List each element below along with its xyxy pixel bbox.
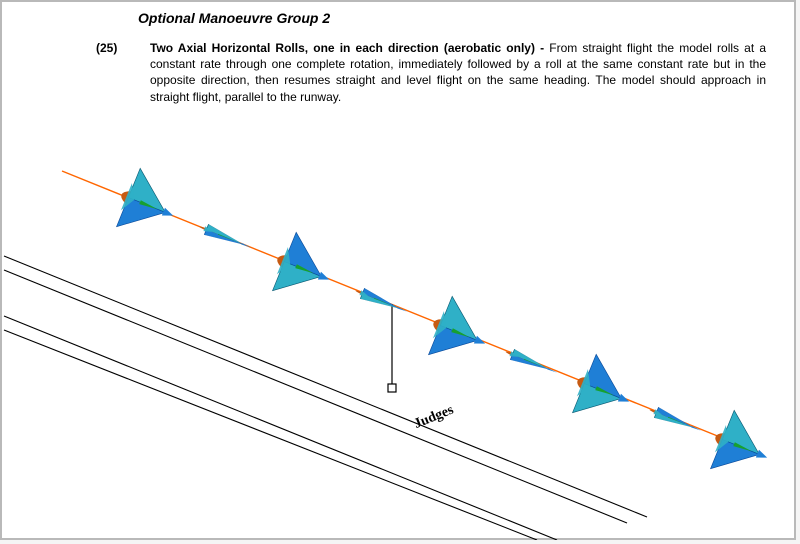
- aircraft-icon: [422, 294, 497, 373]
- aircraft-icon: [704, 408, 779, 487]
- aircraft-icon: [266, 230, 341, 309]
- entry-title: Two Axial Horizontal Rolls, one in each …: [150, 41, 549, 55]
- manoeuvre-entry: (25) Two Axial Horizontal Rolls, one in …: [96, 40, 766, 105]
- document-page: Optional Manoeuvre Group 2 (25) Two Axia…: [0, 0, 796, 540]
- aircraft-icon: [110, 166, 185, 245]
- manoeuvre-figure: [2, 122, 798, 540]
- aircraft-icon: [353, 285, 409, 316]
- aircraft-icon: [647, 404, 703, 435]
- entry-number: (25): [96, 40, 117, 56]
- aircraft-icon: [566, 352, 641, 431]
- entry-body: Two Axial Horizontal Rolls, one in each …: [150, 40, 766, 105]
- aircraft-icon: [503, 346, 559, 377]
- aircraft-icon: [197, 221, 253, 252]
- section-heading: Optional Manoeuvre Group 2: [138, 10, 330, 26]
